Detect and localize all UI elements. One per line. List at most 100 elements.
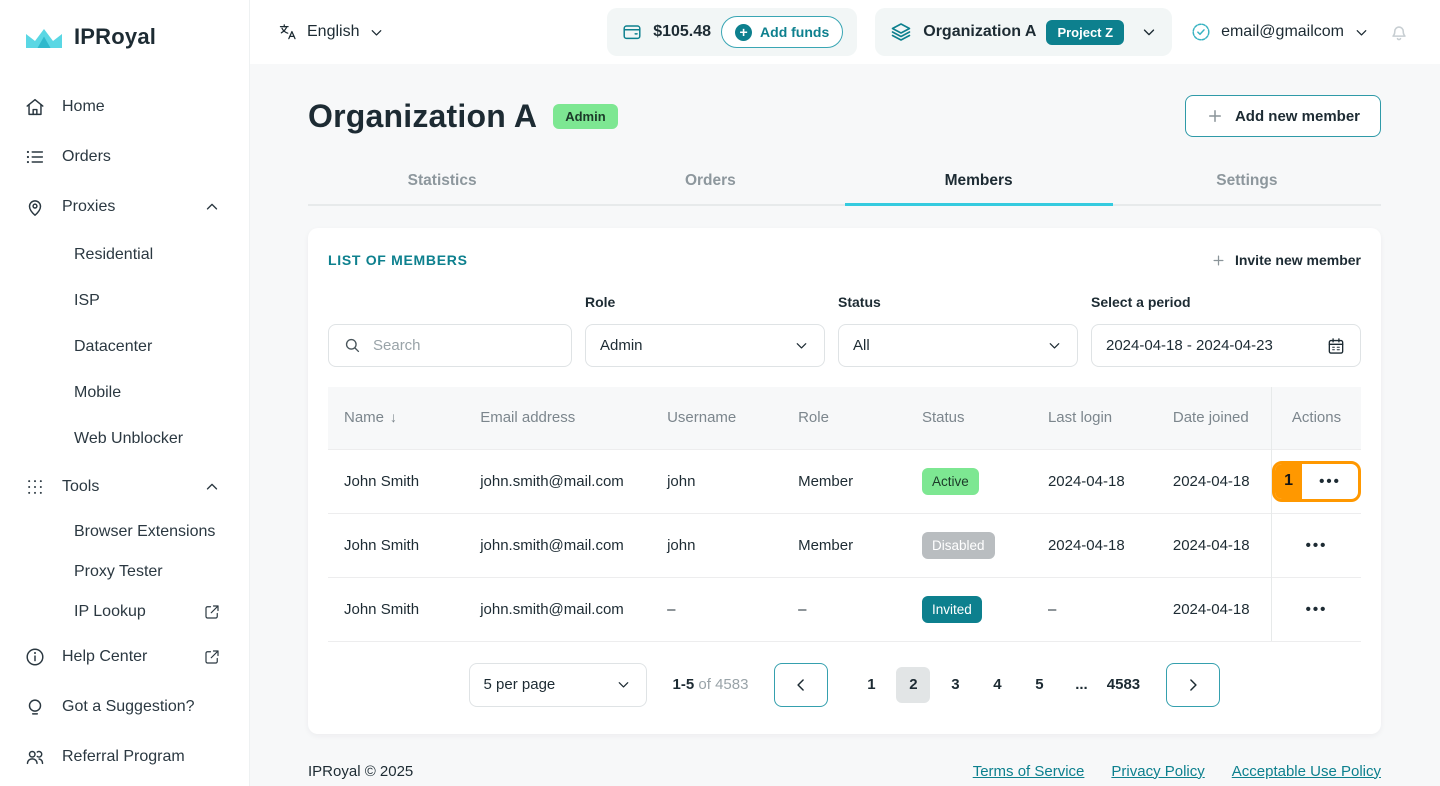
sidebar-sub-label: Proxy Tester bbox=[74, 563, 163, 580]
period-filter-label: Select a period bbox=[1091, 294, 1191, 310]
role-filter-label: Role bbox=[585, 294, 616, 310]
chevron-left-icon bbox=[797, 678, 805, 691]
header-last-login: Last login bbox=[1047, 409, 1113, 427]
terms-of-service-link[interactable]: Terms of Service bbox=[972, 762, 1085, 780]
sidebar-sub-label: Web Unblocker bbox=[74, 430, 184, 447]
sidebar-item-home[interactable]: Home bbox=[24, 82, 249, 132]
acceptable-use-policy-link[interactable]: Acceptable Use Policy bbox=[1231, 762, 1381, 780]
members-table: Name ↓ Email address Username Role Status… bbox=[328, 387, 1362, 642]
sidebar-sub-label: Mobile bbox=[74, 384, 122, 401]
sidebar-sub-label: Browser Extensions bbox=[74, 523, 216, 540]
cell-email: john.smith@mail.com bbox=[470, 512, 658, 577]
cell-username: – bbox=[657, 576, 789, 642]
cell-name: John Smith bbox=[328, 576, 471, 642]
chevron-down-icon bbox=[793, 337, 810, 354]
results-range: 1-5 of 4583 bbox=[673, 676, 749, 693]
organization-name: Organization A bbox=[923, 23, 1037, 40]
sidebar-item-proxies[interactable]: Proxies bbox=[24, 182, 249, 232]
cell-date-joined: 2024-04-18 bbox=[1162, 512, 1272, 577]
page-ellipsis: ... bbox=[1075, 676, 1088, 693]
sidebar-item-ip-lookup[interactable]: IP Lookup bbox=[24, 592, 249, 632]
status-filter: Status All bbox=[838, 294, 1078, 367]
chevron-down-icon bbox=[615, 676, 632, 693]
range-total: of 4583 bbox=[698, 676, 749, 693]
table-row: John Smith john.smith@mail.com john Memb… bbox=[328, 448, 1362, 513]
sidebar-item-mobile[interactable]: Mobile bbox=[24, 370, 249, 416]
layers-icon bbox=[889, 20, 913, 44]
sidebar-item-datacenter[interactable]: Datacenter bbox=[24, 324, 249, 370]
previous-page-button[interactable] bbox=[774, 662, 829, 707]
search-field[interactable] bbox=[328, 324, 572, 367]
add-new-member-button[interactable]: Add new member bbox=[1184, 95, 1381, 137]
add-funds-button[interactable]: + Add funds bbox=[721, 16, 844, 48]
tab-settings[interactable]: Settings bbox=[1216, 172, 1278, 189]
cell-name: John Smith bbox=[328, 512, 471, 577]
sort-desc-icon: ↓ bbox=[390, 409, 398, 426]
header-actions: Actions bbox=[1271, 387, 1361, 449]
sidebar-item-web-unblocker[interactable]: Web Unblocker bbox=[24, 416, 249, 462]
cell-role: – bbox=[788, 576, 912, 642]
members-card: LIST OF MEMBERS Invite new member bbox=[308, 228, 1381, 734]
footer: IPRoyal © 2025 Terms of Service Privacy … bbox=[308, 763, 1381, 780]
per-page-select[interactable]: 5 per page bbox=[468, 662, 647, 707]
page-button-4[interactable]: 4 bbox=[993, 676, 1002, 693]
plus-icon bbox=[1206, 107, 1224, 125]
chevron-up-icon bbox=[203, 198, 221, 216]
cell-last-login: 2024-04-18 bbox=[1037, 448, 1163, 513]
privacy-policy-link[interactable]: Privacy Policy bbox=[1111, 762, 1205, 780]
next-page-button[interactable] bbox=[1166, 662, 1221, 707]
sidebar-item-help-center[interactable]: Help Center bbox=[24, 632, 249, 682]
language-selector[interactable]: English bbox=[278, 22, 385, 42]
page-button-3[interactable]: 3 bbox=[951, 676, 960, 693]
lightbulb-icon bbox=[24, 696, 46, 718]
page-button-1[interactable]: 1 bbox=[867, 676, 876, 693]
sidebar-item-referral[interactable]: Referral Program bbox=[24, 732, 249, 782]
add-funds-label: Add funds bbox=[760, 24, 830, 40]
sidebar-item-residential[interactable]: Residential bbox=[24, 232, 249, 278]
row-actions-button[interactable]: ••• bbox=[1305, 600, 1328, 618]
header-role: Role bbox=[798, 409, 829, 427]
sidebar-sub-label: ISP bbox=[74, 292, 100, 309]
page-button-2-active[interactable]: 2 bbox=[896, 666, 931, 703]
sidebar-item-isp[interactable]: ISP bbox=[24, 278, 249, 324]
chevron-down-icon bbox=[368, 24, 385, 41]
period-picker[interactable]: 2024-04-18 - 2024-04-23 bbox=[1091, 324, 1361, 367]
sidebar-item-suggestion[interactable]: Got a Suggestion? bbox=[24, 682, 249, 732]
search-filter bbox=[328, 294, 572, 367]
search-input[interactable] bbox=[373, 337, 572, 354]
brand-name: IPRoyal bbox=[74, 24, 157, 49]
page-button-5[interactable]: 5 bbox=[1035, 676, 1044, 693]
tab-statistics[interactable]: Statistics bbox=[407, 172, 477, 189]
sidebar-item-browser-extensions[interactable]: Browser Extensions bbox=[24, 512, 249, 552]
invite-new-member-button[interactable]: Invite new member bbox=[1211, 252, 1361, 268]
row-actions-button[interactable]: ••• bbox=[1305, 536, 1328, 554]
account-menu[interactable]: email@gmailcom bbox=[1190, 21, 1370, 43]
role-select[interactable]: Admin bbox=[585, 324, 825, 367]
page-title: Organization A bbox=[308, 97, 538, 134]
cell-date-joined: 2024-04-18 bbox=[1162, 576, 1272, 642]
add-new-member-label: Add new member bbox=[1234, 107, 1360, 125]
sidebar-item-label: Help Center bbox=[62, 648, 148, 665]
calendar-icon bbox=[1326, 336, 1346, 356]
tab-orders[interactable]: Orders bbox=[684, 172, 736, 189]
period-filter: Select a period 2024-04-18 - 2024-04-23 bbox=[1091, 294, 1361, 367]
sidebar-item-proxy-tester[interactable]: Proxy Tester bbox=[24, 552, 249, 592]
external-link-icon bbox=[203, 603, 221, 621]
home-icon bbox=[24, 96, 46, 118]
brand-logo[interactable]: IPRoyal bbox=[24, 22, 249, 52]
status-badge: Active bbox=[922, 467, 979, 495]
sidebar-sub-label: IP Lookup bbox=[74, 603, 146, 620]
status-select[interactable]: All bbox=[838, 324, 1078, 367]
sidebar-item-orders[interactable]: Orders bbox=[24, 132, 249, 182]
header-name[interactable]: Name ↓ bbox=[344, 409, 398, 427]
sidebar-item-label: Got a Suggestion? bbox=[62, 698, 195, 715]
bell-icon[interactable] bbox=[1388, 21, 1410, 43]
period-value: 2024-04-18 - 2024-04-23 bbox=[1106, 337, 1273, 354]
organization-selector[interactable]: Organization A Project Z bbox=[875, 8, 1173, 56]
header-status: Status bbox=[922, 409, 965, 427]
row-actions-button[interactable]: ••• bbox=[1319, 472, 1341, 490]
page-button-last[interactable]: 4583 bbox=[1106, 676, 1141, 693]
tab-members[interactable]: Members bbox=[844, 164, 1113, 206]
sidebar-item-tools[interactable]: Tools bbox=[24, 462, 249, 512]
sidebar-item-label: Referral Program bbox=[62, 748, 185, 765]
